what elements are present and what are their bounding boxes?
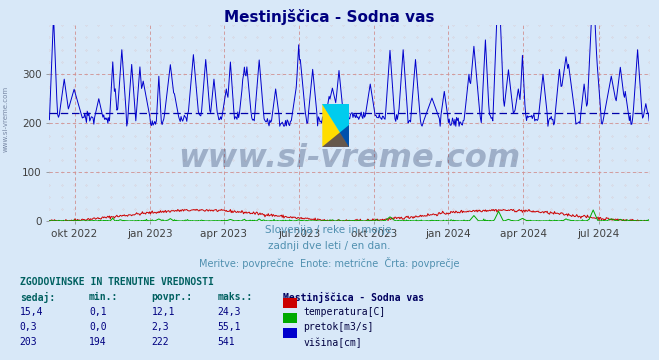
Text: ZGODOVINSKE IN TRENUTNE VREDNOSTI: ZGODOVINSKE IN TRENUTNE VREDNOSTI xyxy=(20,277,214,287)
Text: višina[cm]: višina[cm] xyxy=(303,337,362,348)
Text: 15,4: 15,4 xyxy=(20,307,43,317)
Text: 55,1: 55,1 xyxy=(217,322,241,332)
Text: zadnji dve leti / en dan.: zadnji dve leti / en dan. xyxy=(268,241,391,251)
Text: Mestinjščica - Sodna vas: Mestinjščica - Sodna vas xyxy=(224,9,435,25)
Text: 541: 541 xyxy=(217,337,235,347)
Polygon shape xyxy=(322,104,349,147)
Text: 0,1: 0,1 xyxy=(89,307,107,317)
Text: maks.:: maks.: xyxy=(217,292,252,302)
Text: temperatura[C]: temperatura[C] xyxy=(303,307,386,317)
Text: 0,0: 0,0 xyxy=(89,322,107,332)
Text: min.:: min.: xyxy=(89,292,119,302)
Text: www.si-vreme.com: www.si-vreme.com xyxy=(178,143,521,174)
Polygon shape xyxy=(322,104,349,147)
Text: povpr.:: povpr.: xyxy=(152,292,192,302)
Text: 0,3: 0,3 xyxy=(20,322,38,332)
Text: 203: 203 xyxy=(20,337,38,347)
Text: 24,3: 24,3 xyxy=(217,307,241,317)
Text: pretok[m3/s]: pretok[m3/s] xyxy=(303,322,374,332)
Text: Mestinjščica - Sodna vas: Mestinjščica - Sodna vas xyxy=(283,292,424,303)
Text: 2,3: 2,3 xyxy=(152,322,169,332)
Text: Slovenija / reke in morje.: Slovenija / reke in morje. xyxy=(264,225,395,235)
Text: sedaj:: sedaj: xyxy=(20,292,55,303)
Text: 222: 222 xyxy=(152,337,169,347)
Text: Meritve: povprečne  Enote: metrične  Črta: povprečje: Meritve: povprečne Enote: metrične Črta:… xyxy=(199,257,460,269)
Polygon shape xyxy=(322,125,349,147)
Text: 194: 194 xyxy=(89,337,107,347)
Text: 12,1: 12,1 xyxy=(152,307,175,317)
Text: www.si-vreme.com: www.si-vreme.com xyxy=(2,86,9,152)
